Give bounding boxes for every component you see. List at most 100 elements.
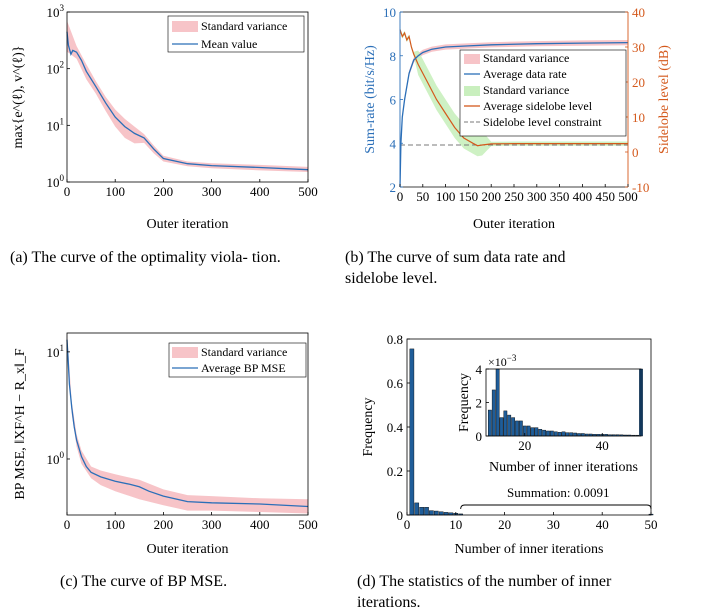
- x-tick-label-b: 150: [459, 189, 479, 204]
- bar-d: [424, 507, 429, 516]
- x-label-d: Number of inner iterations: [455, 542, 604, 557]
- y-label-left-b: Sum-rate (bit/s/Hz): [363, 45, 378, 154]
- inset-bar-d: [538, 429, 543, 437]
- y-tick-label-left-b: 8: [390, 49, 397, 64]
- x-tick-label-d: 30: [547, 517, 560, 532]
- y-label-d: Frequency: [361, 397, 376, 456]
- inset-bar-d: [530, 427, 535, 437]
- legend-text-b: Standard variance: [483, 51, 569, 65]
- summation-label-d: Summation: 0.0091: [507, 485, 610, 500]
- x-tick-label-a: 400: [250, 184, 270, 199]
- y-tick-label-d: 0.8: [387, 332, 403, 347]
- legend-text-band-c: Standard variance: [201, 345, 287, 359]
- x-tick-label-b: 100: [436, 189, 456, 204]
- y-tick-label-left-b: 10: [383, 5, 396, 20]
- x-tick-label-a: 0: [64, 184, 71, 199]
- inset-bar-d: [507, 414, 512, 437]
- legend-text-b: Average sidelobe level: [483, 99, 593, 113]
- y-label-a: max{e^(ℓ), v^(ℓ)}: [11, 46, 26, 149]
- inset-x-tick-label-d: 20: [518, 438, 531, 453]
- y-tick-label-left-b: 2: [390, 180, 397, 195]
- inset-bar-d: [573, 432, 577, 437]
- inset-bar-d: [491, 389, 496, 437]
- bar-d: [429, 510, 434, 516]
- legend-a: Standard variance Mean value: [167, 15, 305, 53]
- y-tick-label-a: 100: [46, 173, 64, 190]
- x-label-b: Outer iteration: [473, 217, 555, 232]
- y-tick-label-right-b: 40: [632, 5, 645, 20]
- legend-box-b: [459, 49, 627, 137]
- caption-b-line2: sidelobe level.: [345, 270, 438, 287]
- legend-text-b: Average data rate: [483, 67, 567, 81]
- x-tick-label-b: 500: [618, 189, 638, 204]
- std-band-rate-b: [400, 40, 628, 190]
- x-tick-label-d: 0: [404, 517, 411, 532]
- x-tick-label-c: 200: [154, 517, 174, 532]
- y-tick-label-right-b: 0: [632, 145, 639, 160]
- caption-c: (c) The curve of BP MSE.: [60, 573, 228, 590]
- x-tick-label-b: 200: [481, 189, 501, 204]
- inset-x-tick-label-d: 40: [596, 438, 609, 453]
- y-tick-label-d: 0.4: [387, 420, 404, 435]
- legend-c: Standard variance Average BP MSE: [168, 342, 307, 378]
- inset-scale-label-d: ×10−3: [488, 353, 517, 369]
- caption-d: (d) The statistics of the number of inne…: [357, 571, 707, 613]
- legend-swatch-band2-b: [464, 86, 480, 96]
- summation-bracket-d: [460, 504, 652, 510]
- bar-d: [414, 502, 420, 516]
- inset-x-label-d: Number of inner iterations: [489, 460, 638, 475]
- chart-b: 0 50 100 150 200 250 300 350 400 450 500 2 4 6 8 10 -10 0…: [363, 5, 672, 232]
- x-tick-label-a: 300: [202, 184, 222, 199]
- legend-swatch-band1-b: [464, 54, 480, 64]
- x-tick-label-d: 40: [596, 517, 609, 532]
- x-tick-label-d: 50: [645, 517, 658, 532]
- x-tick-label-a: 100: [105, 184, 125, 199]
- legend-text-band-a: Standard variance: [201, 19, 287, 33]
- x-tick-label-b: 300: [527, 189, 547, 204]
- y-label-c: BP MSE, ‖XF^H − R_x‖_F: [13, 348, 28, 500]
- inset-d: 20 40 0 2 4 ×10−3 Number of inner iterations Fr…: [457, 353, 643, 475]
- x-tick-label-d: 20: [498, 517, 511, 532]
- x-tick-label-c: 500: [298, 517, 318, 532]
- inset-bar-d: [526, 425, 531, 437]
- y-tick-label-right-b: 30: [632, 40, 645, 55]
- inset-bar-d: [495, 368, 500, 437]
- y-tick-label-right-b: 10: [632, 110, 645, 125]
- bar-d: [438, 511, 444, 516]
- y-tick-label-a: 102: [46, 60, 64, 77]
- chart-c: 0 100 200 300 400 500 100 101 Outer iteration BP …: [13, 332, 318, 557]
- inset-bar-d: [550, 430, 554, 437]
- y-tick-label-d: 0.6: [387, 376, 404, 391]
- y-tick-label-a: 103: [46, 3, 64, 20]
- legend-text-b: Sidelobe level constraint: [483, 115, 602, 129]
- legend-text-mse-c: Average BP MSE: [201, 361, 286, 375]
- inset-bar-d: [519, 420, 523, 437]
- legend-b: Standard variance Average data rate Standa…: [459, 49, 627, 137]
- plot-frame: [66, 11, 309, 183]
- y-tick-label-right-b: 20: [632, 75, 645, 90]
- y-tick-label-left-b: 4: [390, 136, 397, 151]
- x-tick-label-b: 50: [416, 189, 429, 204]
- inset-bar-d: [488, 409, 492, 437]
- inset-y-label-d: Frequency: [457, 373, 472, 432]
- x-tick-label-b: 0: [397, 189, 404, 204]
- std-band-a: [67, 20, 308, 172]
- x-tick-label-b: 250: [504, 189, 524, 204]
- inset-y-tick-label-d: 2: [476, 396, 483, 411]
- mean-line-a: [66, 31, 309, 171]
- sidelobe-line-b: [399, 29, 628, 147]
- inset-bar-d: [557, 432, 562, 437]
- inset-bar-d: [553, 431, 558, 437]
- inset-bar-d: [515, 420, 519, 437]
- mse-line-c: [66, 339, 309, 508]
- x-tick-label-d: 10: [449, 517, 462, 532]
- inset-bar-d: [511, 417, 515, 437]
- inset-bar-d: [565, 432, 570, 437]
- inset-bar-d: [503, 410, 508, 437]
- x-tick-label-b: 450: [595, 189, 615, 204]
- y-tick-label-right-b: -10: [632, 180, 649, 195]
- inset-bar-d: [569, 432, 574, 437]
